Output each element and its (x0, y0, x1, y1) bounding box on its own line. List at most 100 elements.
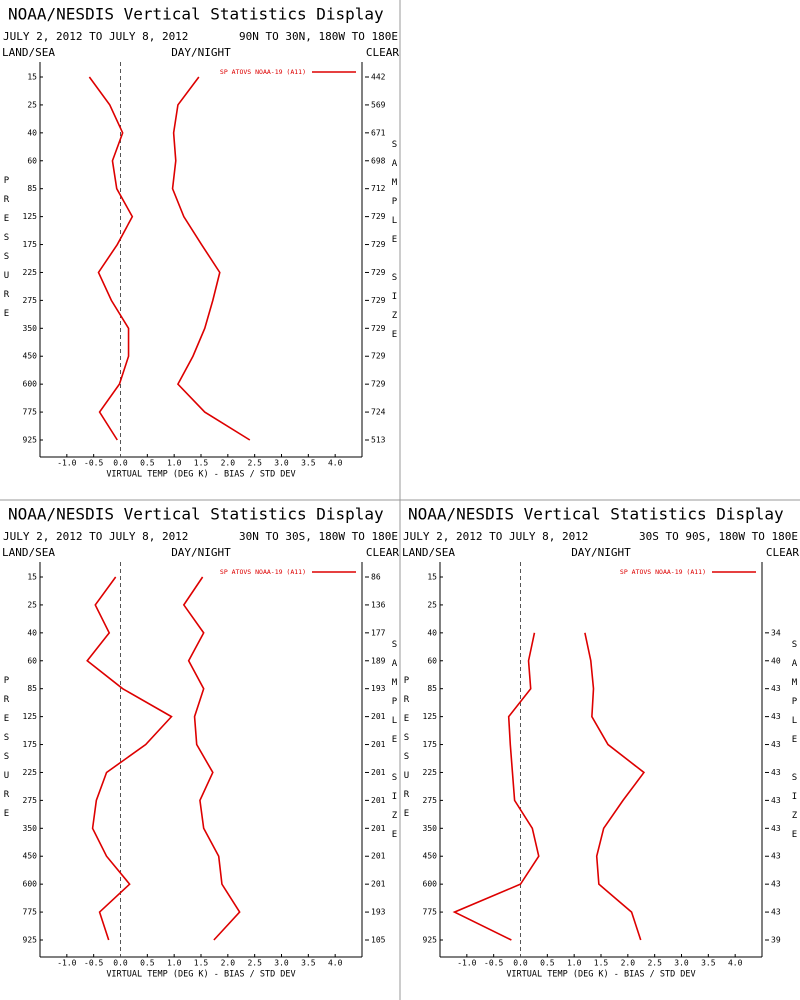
sample-size: 513 (371, 436, 386, 445)
sample-size: 86 (371, 573, 381, 582)
sample-size: 105 (371, 936, 386, 945)
x-tick-label: 4.0 (728, 959, 743, 968)
y-axis-label: PRESSURE (2, 676, 12, 828)
y2-axis-label: SAMPLE SIZE (790, 640, 800, 849)
y-tick-label: 15 (27, 573, 37, 582)
sample-size: 201 (371, 852, 386, 861)
x-tick-label: -1.0 (57, 959, 76, 968)
sample-size: 43 (771, 824, 781, 833)
chart-title: NOAA/NESDIS Vertical Statistics Display (8, 5, 384, 24)
y-tick-label: 600 (423, 880, 438, 889)
x-tick-label: 0.0 (113, 459, 128, 468)
panel: NOAA/NESDIS Vertical Statistics Display J… (402, 505, 800, 980)
sample-size: 193 (371, 684, 386, 693)
x-tick-label: 0.5 (540, 959, 555, 968)
sample-size: 43 (771, 768, 781, 777)
x-tick-label: -1.0 (57, 459, 76, 468)
y-tick-label: 450 (23, 352, 38, 361)
clear-label: CLEAR (766, 546, 799, 559)
y-tick-label: 60 (427, 656, 437, 665)
y-tick-label: 125 (423, 712, 438, 721)
sample-size: 729 (371, 268, 386, 277)
land-sea-label: LAND/SEA (402, 546, 455, 559)
date-range: JULY 2, 2012 TO JULY 8, 2012 (3, 530, 188, 543)
y-tick-label: 450 (423, 852, 438, 861)
y-tick-label: 85 (427, 684, 437, 693)
x-axis-label: VIRTUAL TEMP (DEG K) - BIAS / STD DEV (106, 970, 295, 980)
region: 30S TO 90S, 180W TO 180E (639, 530, 798, 543)
sample-size: 201 (371, 824, 386, 833)
y2-axis-label: SAMPLE SIZE (390, 140, 400, 349)
land-sea-label: LAND/SEA (2, 546, 55, 559)
land-sea-label: LAND/SEA (2, 46, 55, 59)
y-tick-label: 25 (27, 100, 37, 109)
sample-size: 43 (771, 880, 781, 889)
day-night-label: DAY/NIGHT (171, 546, 231, 559)
sample-size: 201 (371, 880, 386, 889)
sample-size: 201 (371, 796, 386, 805)
x-tick-label: 1.0 (167, 959, 182, 968)
x-tick-label: 1.5 (194, 959, 209, 968)
x-tick-label: 2.5 (647, 959, 662, 968)
y-tick-label: 775 (423, 908, 438, 917)
y-axis-label: PRESSURE (2, 176, 12, 328)
x-axis-label: VIRTUAL TEMP (DEG K) - BIAS / STD DEV (506, 970, 695, 980)
sample-size: 43 (771, 908, 781, 917)
series-line (182, 576, 241, 941)
sample-size: 442 (371, 73, 386, 82)
sample-size: 201 (371, 740, 386, 749)
sample-size: 40 (771, 656, 781, 665)
legend-label: SP ATOVS NOAA-19 (A11) (620, 568, 706, 576)
x-tick-label: 4.0 (328, 959, 343, 968)
y-tick-label: 600 (23, 880, 38, 889)
y-tick-label: 25 (427, 600, 437, 609)
sample-size: 43 (771, 852, 781, 861)
y-tick-label: 275 (23, 296, 38, 305)
y-tick-label: 275 (23, 796, 38, 805)
y-tick-label: 350 (423, 824, 438, 833)
y-tick-label: 275 (423, 796, 438, 805)
sample-size: 729 (371, 324, 386, 333)
y-tick-label: 40 (427, 628, 437, 637)
sample-size: 136 (371, 600, 386, 609)
y-tick-label: 25 (27, 600, 37, 609)
sample-size: 729 (371, 296, 386, 305)
y-tick-label: 85 (27, 684, 37, 693)
sample-size: 43 (771, 712, 781, 721)
sample-size: 201 (371, 712, 386, 721)
clear-label: CLEAR (366, 546, 399, 559)
series-line (86, 576, 173, 941)
y-tick-label: 925 (23, 936, 38, 945)
x-tick-label: -0.5 (84, 459, 103, 468)
y-axis-label: PRESSURE (402, 676, 412, 828)
y-tick-label: 350 (23, 824, 38, 833)
y-tick-label: 450 (23, 852, 38, 861)
y-tick-label: 775 (23, 908, 38, 917)
sample-size: 698 (371, 156, 386, 165)
sample-size: 724 (371, 408, 386, 417)
y-tick-label: 40 (27, 628, 37, 637)
y-tick-label: 350 (23, 324, 38, 333)
sample-size: 193 (371, 908, 386, 917)
x-tick-label: 3.5 (301, 459, 316, 468)
y-tick-label: 175 (23, 740, 38, 749)
y-tick-label: 175 (423, 740, 438, 749)
x-tick-label: 1.0 (567, 959, 582, 968)
y-tick-label: 40 (27, 128, 37, 137)
sample-size: 177 (371, 628, 386, 637)
y-tick-label: 125 (23, 712, 38, 721)
y-tick-label: 15 (27, 73, 37, 82)
x-tick-label: 4.0 (328, 459, 343, 468)
x-tick-label: 1.5 (594, 959, 609, 968)
day-night-label: DAY/NIGHT (571, 546, 631, 559)
legend-label: SP ATOVS NOAA-19 (A11) (220, 568, 306, 576)
x-tick-label: 2.0 (221, 459, 236, 468)
y-tick-label: 225 (23, 768, 38, 777)
x-tick-label: 3.5 (701, 959, 716, 968)
x-tick-label: -0.5 (484, 959, 503, 968)
x-tick-label: 2.0 (621, 959, 636, 968)
y2-axis-label: SAMPLE SIZE (390, 640, 400, 849)
x-tick-label: -0.5 (84, 959, 103, 968)
